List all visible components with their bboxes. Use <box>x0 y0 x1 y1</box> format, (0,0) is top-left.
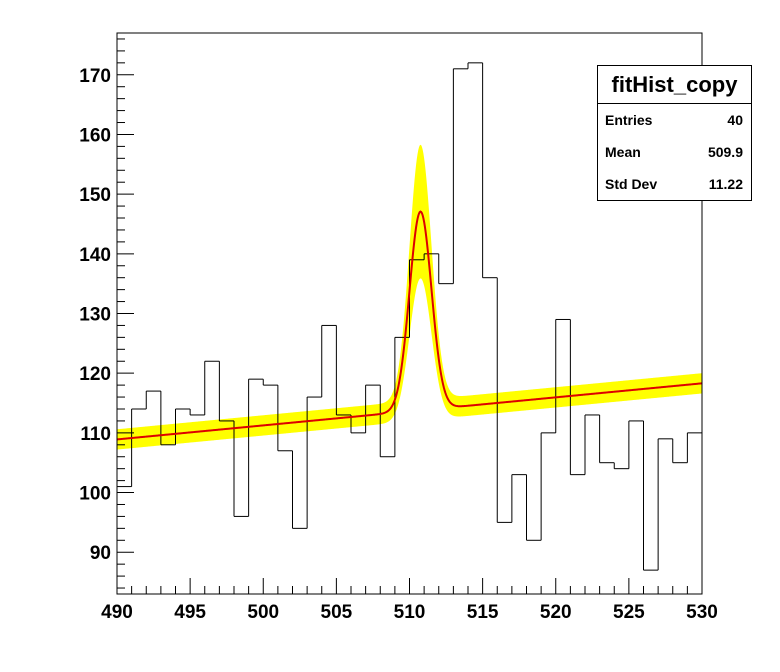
axis-layer: 490 495 500 505 510 515 520 525 530 90 100 110 120 13… <box>79 38 718 623</box>
x-tick-label: 515 <box>467 602 499 623</box>
stats-label: Mean <box>605 144 641 160</box>
stats-title: fitHist_copy <box>598 66 751 104</box>
stats-label: Std Dev <box>605 176 658 192</box>
x-tick-label: 495 <box>174 602 206 623</box>
stats-value: 11.22 <box>708 176 743 192</box>
stats-row-mean: Mean 509.9 <box>598 136 751 168</box>
x-tick-label: 525 <box>613 602 645 623</box>
y-tick-label: 150 <box>79 185 111 206</box>
x-tick-label: 505 <box>321 602 353 623</box>
y-tick-label: 140 <box>79 245 111 266</box>
y-tick-label: 110 <box>80 424 111 445</box>
x-tick-label: 520 <box>540 602 572 623</box>
x-tick-label: 530 <box>686 602 718 623</box>
y-tick-label: 100 <box>79 484 111 505</box>
y-tick-label: 130 <box>79 305 111 326</box>
x-tick-label: 510 <box>394 602 426 623</box>
y-tick-label: 160 <box>79 125 111 146</box>
stats-value: 40 <box>727 112 743 128</box>
stats-label: Entries <box>605 112 653 128</box>
x-tick-label: 490 <box>101 602 133 623</box>
fit-curve <box>116 210 703 441</box>
stats-value: 509.9 <box>707 144 743 160</box>
y-tick-label: 170 <box>79 66 111 87</box>
y-tick-label: 120 <box>79 364 111 385</box>
x-tick-label: 500 <box>247 602 279 623</box>
y-tick-label: 90 <box>90 543 111 564</box>
stats-row-std-dev: Std Dev 11.22 <box>598 168 751 200</box>
fit-curve-layer <box>116 210 703 441</box>
stats-row-entries: Entries 40 <box>598 104 751 136</box>
stats-box: fitHist_copy Entries 40 Mean 509.9 Std D… <box>597 65 752 201</box>
